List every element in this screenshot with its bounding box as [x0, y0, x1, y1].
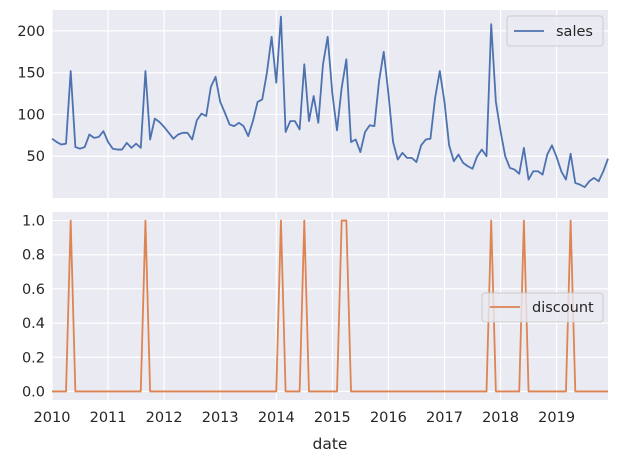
- discount-axes: 0.0 0.2 0.4 0.6 0.8 1.0 discount: [22, 212, 608, 400]
- x-tick-label: 2010: [34, 410, 71, 426]
- x-tick-label: 2016: [370, 410, 407, 426]
- sales-y-tick-label: 150: [17, 66, 45, 82]
- sales-legend-box: [506, 15, 604, 47]
- discount-y-tick-label: 0.6: [22, 282, 45, 298]
- sales-y-tick-label: 50: [27, 149, 45, 165]
- x-tick-label: 2013: [202, 410, 239, 426]
- discount-y-tick-label: 0.0: [22, 384, 45, 400]
- x-tick-label: 2015: [314, 410, 351, 426]
- sales-series-lines: [51, 15, 609, 189]
- x-tick-label: 2018: [482, 410, 519, 426]
- discount-y-tick-label: 0.8: [22, 248, 45, 264]
- x-tick-label: 2011: [90, 410, 127, 426]
- x-tick-label: 2019: [538, 410, 575, 426]
- x-tick-label: 2014: [258, 410, 295, 426]
- discount-y-ticks: 0.0 0.2 0.4 0.6 0.8 1.0: [22, 214, 45, 401]
- discount-legend-label: discount: [532, 300, 594, 316]
- discount-legend: discount: [481, 292, 604, 323]
- x-tick-labels: 2010 2011 2012 2013 2014 2015 2016 2017 2018 2019: [34, 410, 576, 426]
- sales-y-ticks: 50 100 150 200: [17, 24, 45, 165]
- discount-y-tick-label: 0.2: [22, 350, 45, 366]
- sales-line: [51, 15, 609, 189]
- sales-axes: 50 100 150 200 sales: [17, 10, 609, 198]
- discount-series-lines: [52, 219, 608, 393]
- x-tick-label: 2012: [146, 410, 183, 426]
- discount-y-tick-label: 1.0: [22, 214, 45, 230]
- discount-y-tick-label: 0.4: [22, 316, 45, 332]
- discount-legend-box: [481, 292, 604, 323]
- x-tick-label: 2017: [426, 410, 463, 426]
- sales-gridlines: [51, 10, 608, 198]
- sales-legend: sales: [506, 15, 604, 47]
- sales-y-tick-label: 200: [17, 24, 45, 40]
- discount-line: [52, 219, 608, 393]
- x-axis-label: date: [313, 435, 348, 453]
- sales-y-tick-label: 100: [17, 107, 45, 123]
- sales-legend-label: sales: [556, 24, 593, 40]
